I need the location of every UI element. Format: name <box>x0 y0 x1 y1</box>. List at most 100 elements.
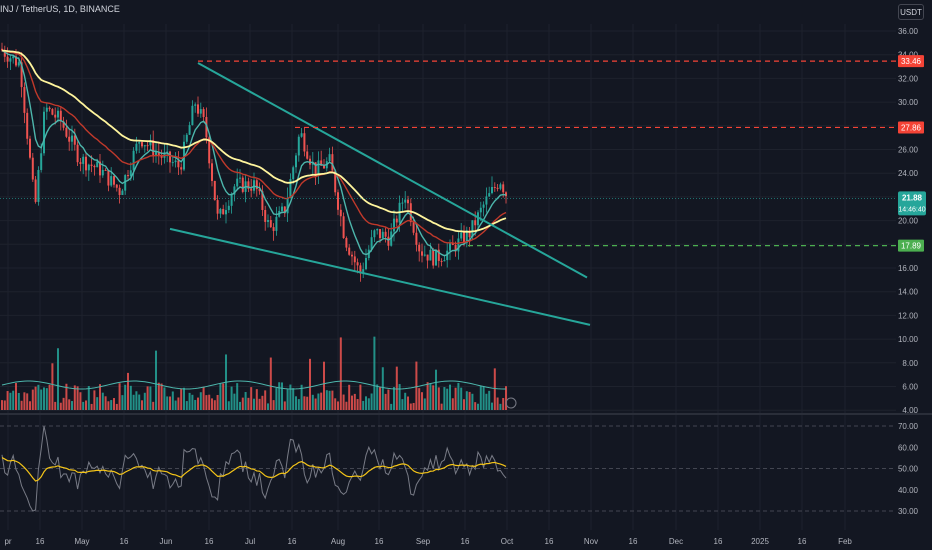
volume-bar <box>205 395 208 410</box>
volume-bar <box>390 403 393 410</box>
candle-body <box>54 114 57 118</box>
volume-bar <box>373 336 376 410</box>
candle-body <box>306 151 309 159</box>
volume-bar <box>283 401 286 410</box>
x-axis-tick-label: pr <box>4 537 11 546</box>
volume-bar <box>465 391 468 410</box>
volume-bar <box>48 384 51 410</box>
volume-bar <box>26 393 29 410</box>
current-price-tag <box>898 191 926 216</box>
candle-body <box>115 184 118 188</box>
volume-bar <box>177 397 180 410</box>
candle-body <box>337 192 339 210</box>
volume-bar <box>395 366 398 410</box>
volume-bar <box>171 391 174 410</box>
candle-body <box>281 206 283 211</box>
candle-body <box>328 154 331 162</box>
volume-bar <box>157 382 160 410</box>
volume-bar <box>250 387 253 410</box>
candle-body <box>311 162 314 165</box>
volume-bar <box>415 361 418 410</box>
volume-bar <box>457 382 460 410</box>
price-axis-tick-label: 14.00 <box>898 288 919 297</box>
volume-bar <box>275 388 278 410</box>
candle-body <box>227 205 230 211</box>
candle-body <box>9 58 12 62</box>
volume-bar <box>451 398 454 410</box>
candle-body <box>463 232 465 244</box>
candle-body <box>359 265 362 274</box>
candle-body <box>457 238 460 252</box>
candle-body <box>59 110 62 122</box>
candle-body <box>345 237 348 248</box>
volume-bar <box>309 358 311 410</box>
volume-bar <box>337 401 339 410</box>
candle-body <box>264 209 267 222</box>
volume-bar <box>258 398 261 410</box>
price-axis-tick-label: 4.00 <box>902 406 918 415</box>
volume-bar <box>99 384 101 410</box>
x-axis-tick-label: Aug <box>331 537 345 546</box>
volume-bar <box>113 398 115 410</box>
candle-body <box>199 109 202 114</box>
price-axis-tick-label: 24.00 <box>898 169 919 178</box>
volume-bar <box>474 402 477 410</box>
volume-bar <box>40 389 43 410</box>
candle-body <box>194 104 197 106</box>
volume-bar <box>141 400 143 410</box>
currency-unit-button[interactable]: USDT <box>898 4 924 20</box>
volume-bar <box>362 400 365 410</box>
candle-body <box>236 178 239 187</box>
candle-body <box>502 184 505 193</box>
candle-body <box>292 167 295 180</box>
price-axis-tick-label: 10.00 <box>898 335 919 344</box>
candle-body <box>107 170 110 186</box>
candle-body <box>440 260 443 262</box>
candle-body <box>62 121 65 128</box>
candle-body <box>191 105 194 126</box>
volume-bar <box>180 388 183 410</box>
candle-body <box>482 204 485 208</box>
candle-body <box>407 199 409 204</box>
candle-body <box>317 160 320 176</box>
volume-bar <box>188 392 191 410</box>
volume-bar <box>135 391 138 410</box>
candle-body <box>124 175 127 191</box>
candle-body <box>412 222 415 233</box>
lightning-icon <box>505 397 517 409</box>
candle-body <box>90 164 93 166</box>
candle-body <box>174 160 177 163</box>
x-axis-tick-label: 16 <box>629 537 638 546</box>
volume-bar <box>93 390 96 410</box>
volume-bar <box>104 396 107 410</box>
volume-bar <box>54 401 57 410</box>
candle-body <box>373 230 376 238</box>
volume-bar <box>121 395 124 410</box>
candle-body <box>479 207 482 213</box>
volume-bar <box>365 396 367 410</box>
volume-bar <box>87 386 90 410</box>
volume-bar <box>222 383 225 410</box>
volume-bar <box>163 387 166 410</box>
volume-bar <box>37 384 40 410</box>
volume-bar <box>334 398 337 410</box>
volume-bar <box>31 389 34 410</box>
candle-body <box>93 165 96 168</box>
candle-body <box>3 50 6 57</box>
rsi-axis-tick-label: 50.00 <box>898 465 919 474</box>
x-axis-tick-label: Jul <box>245 537 255 546</box>
ema-mid-line <box>1 49 507 245</box>
x-axis-tick-label: May <box>74 537 89 546</box>
volume-bar <box>211 398 213 410</box>
candle-body <box>155 151 157 156</box>
candle-body <box>348 247 351 255</box>
candle-body <box>1 48 3 51</box>
volume-bar <box>384 393 387 410</box>
volume-bar <box>272 400 275 410</box>
candle-body <box>418 244 421 252</box>
candle-body <box>272 227 275 231</box>
volume-bar <box>51 363 54 410</box>
candle-body <box>101 169 104 176</box>
